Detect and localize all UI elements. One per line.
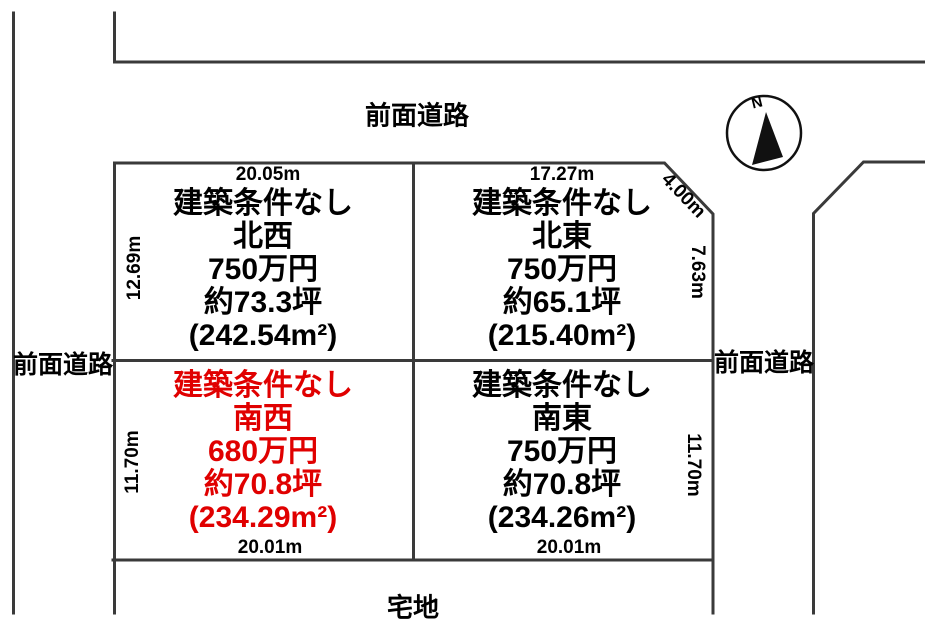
road-label-right: 前面道路: [713, 349, 815, 377]
plot-ne: 建築条件なし 北東 750万円 約65.1坪 (215.40m²): [472, 187, 652, 352]
plot-border-top-right: [113, 161, 715, 615]
plot-se-condition: 建築条件なし: [472, 369, 652, 402]
dim-ne-top: 17.27m: [529, 164, 595, 185]
road-label-left: 前面道路: [12, 351, 114, 379]
plot-sw-price: 680万円: [207, 435, 319, 468]
plot-se-name: 南東: [532, 402, 592, 435]
plot-se-price: 750万円: [506, 435, 618, 468]
plot-nw-name: 北西: [233, 220, 293, 253]
compass: [725, 94, 803, 172]
plot-ne-price: 750万円: [506, 253, 618, 286]
road-label-top: 前面道路: [364, 100, 470, 131]
plot-nw-tsubo: 約73.3坪: [203, 286, 323, 319]
plot-ne-tsubo: 約65.1坪: [502, 286, 622, 319]
plot-ne-area: (215.40m²): [487, 319, 637, 352]
dim-sw-left: 11.70m: [122, 430, 143, 494]
site-label-bottom: 宅地: [386, 592, 440, 623]
dim-nw-top: 20.05m: [235, 164, 301, 185]
plot-sw-area: (234.29m²): [188, 501, 338, 534]
dim-nw-left: 12.69m: [124, 235, 145, 301]
dim-ne-right: 7.63m: [687, 245, 708, 299]
plot-se-tsubo: 約70.8坪: [502, 468, 622, 501]
plot-ne-name: 北東: [532, 220, 592, 253]
north-needle-icon: [752, 112, 783, 165]
plot-nw-price: 750万円: [207, 253, 319, 286]
dim-se-right: 11.70m: [683, 433, 704, 497]
plot-ne-condition: 建築条件なし: [472, 187, 652, 220]
plot-sw: 建築条件なし 南西 680万円 約70.8坪 (234.29m²): [173, 369, 353, 534]
plot-sw-tsubo: 約70.8坪: [203, 468, 323, 501]
dim-sw-bottom: 20.01m: [237, 537, 303, 558]
road-line-right: [812, 160, 925, 615]
plot-nw: 建築条件なし 北西 750万円 約73.3坪 (242.54m²): [173, 187, 353, 352]
plot-se-area: (234.26m²): [487, 501, 637, 534]
dim-se-bottom: 20.01m: [536, 537, 602, 558]
plot-se: 建築条件なし 南東 750万円 約70.8坪 (234.26m²): [472, 369, 652, 534]
plot-nw-condition: 建築条件なし: [173, 187, 353, 220]
plot-sw-condition: 建築条件なし: [173, 369, 353, 402]
plot-sw-name: 南西: [233, 402, 293, 435]
plot-nw-area: (242.54m²): [188, 319, 338, 352]
road-line-top: [113, 11, 925, 64]
